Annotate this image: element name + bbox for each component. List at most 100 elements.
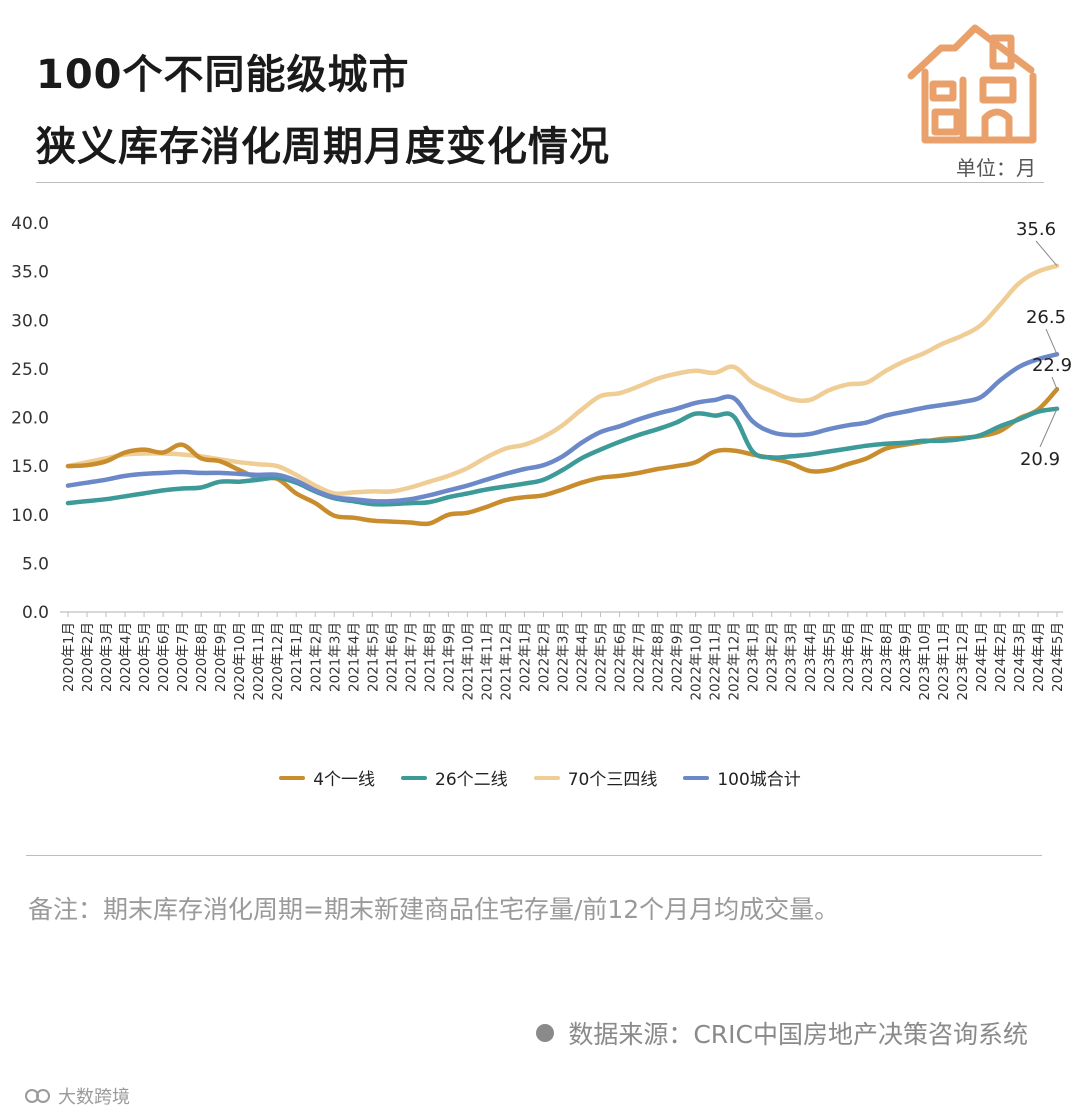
series-line-1 <box>65 406 1060 507</box>
data-source-text: 数据来源：CRIC中国房地产决策咨询系统 <box>568 1020 1028 1049</box>
x-tick-label: 2024年5月 <box>1050 622 1066 692</box>
end-label-0: 22.9 <box>1032 355 1072 376</box>
x-tick-label: 2023年7月 <box>860 622 876 692</box>
legend-label: 70个三四线 <box>567 770 658 790</box>
x-axis: 2020年1月 2020年2月 2020年3月 2020年4月 2020年5月 2020年… <box>60 611 1066 701</box>
x-tick-label: 2023年8月 <box>879 622 895 692</box>
x-tick-label: 2021年5月 <box>365 622 381 692</box>
x-tick-label: 2024年4月 <box>1031 622 1047 692</box>
x-tick-label: 2021年7月 <box>403 622 419 692</box>
x-tick-label: 2020年11月 <box>251 622 267 701</box>
x-tick-label: 2020年5月 <box>137 622 153 692</box>
brand-text: 大数跨境 <box>58 1087 130 1108</box>
x-tick-label: 2022年7月 <box>632 622 648 692</box>
x-tick-label: 2021年9月 <box>441 622 457 692</box>
x-tick-label: 2020年1月 <box>61 622 77 692</box>
x-tick-label: 2024年1月 <box>974 622 990 692</box>
series-lines <box>65 263 1060 527</box>
legend-label: 100城合计 <box>717 770 801 790</box>
brand-watermark: 大数跨境 <box>24 1083 130 1109</box>
end-label-leader <box>1045 328 1058 355</box>
x-tick-label: 2024年2月 <box>993 622 1009 692</box>
series-line-3 <box>65 352 1060 504</box>
x-tick-label: 2023年3月 <box>784 622 800 692</box>
x-tick-label: 2023年10月 <box>917 622 933 701</box>
x-tick-label: 2021年3月 <box>327 622 343 692</box>
end-label-2: 35.6 <box>1016 219 1056 240</box>
end-labels: 35.6 26.5 22.9 20.9 <box>1016 219 1072 470</box>
x-tick-label: 2022年11月 <box>708 622 724 701</box>
x-tick-label: 2022年4月 <box>575 622 591 692</box>
chart-title-line-1: 100个不同能级城市 <box>36 52 410 98</box>
x-tick-label: 2022年8月 <box>651 622 667 692</box>
legend-item: 70个三四线 <box>533 765 658 790</box>
x-tick-label: 2020年8月 <box>194 622 210 692</box>
end-label-3: 26.5 <box>1026 307 1066 328</box>
x-tick-label: 2021年1月 <box>289 622 305 692</box>
x-tick-label: 2022年9月 <box>670 622 686 692</box>
end-label-leader <box>1039 408 1058 448</box>
series-line-2 <box>65 263 1060 497</box>
chart-title-line-2: 狭义库存消化周期月度变化情况 <box>36 124 610 170</box>
series-line-0 <box>65 387 1060 527</box>
end-label-1: 20.9 <box>1020 449 1060 470</box>
x-tick-label: 2020年4月 <box>118 622 134 692</box>
x-tick-label: 2023年1月 <box>746 622 762 692</box>
y-tick-label: 40.0 <box>11 214 49 234</box>
y-tick-label: 0.0 <box>22 603 49 623</box>
legend-swatch <box>279 775 306 780</box>
legend-label: 4个一线 <box>313 770 376 790</box>
x-tick-label: 2020年6月 <box>156 622 172 692</box>
legend-swatch <box>683 775 710 780</box>
house-logo-icon <box>907 24 1037 144</box>
legend-swatch <box>401 775 428 780</box>
x-tick-label: 2020年7月 <box>175 622 191 692</box>
x-tick-label: 2023年2月 <box>765 622 781 692</box>
title-divider <box>36 182 1044 183</box>
x-tick-label: 2020年3月 <box>99 622 115 692</box>
legend-item: 26个二线 <box>401 765 508 790</box>
x-tick-label: 2021年10月 <box>460 622 476 701</box>
end-label-leader <box>1051 376 1058 390</box>
x-tick-label: 2021年4月 <box>346 622 362 692</box>
y-tick-label: 15.0 <box>11 457 49 477</box>
x-tick-label: 2022年12月 <box>727 622 743 701</box>
y-tick-label: 35.0 <box>11 263 49 283</box>
x-tick-label: 2023年11月 <box>936 622 952 701</box>
legend-item: 100城合计 <box>683 765 801 790</box>
x-tick-label: 2023年4月 <box>803 622 819 692</box>
line-chart: 0.0 5.0 10.0 15.0 20.0 25.0 30.0 35.0 40.0 2020年… <box>11 214 1072 701</box>
end-label-leader <box>1035 240 1058 267</box>
x-tick-label: 2023年6月 <box>841 622 857 692</box>
legend-swatch <box>533 775 560 780</box>
x-tick-label: 2024年3月 <box>1012 622 1028 692</box>
x-tick-label: 2020年10月 <box>232 622 248 701</box>
footnote: 备注：期末库存消化周期=期末新建商品住宅存量/前12个月月均成交量。 <box>28 895 840 924</box>
x-tick-label: 2021年2月 <box>308 622 324 692</box>
x-tick-label: 2022年3月 <box>556 622 572 692</box>
brand-logo-icon <box>25 1089 50 1103</box>
bullet-dot-icon <box>536 1024 555 1042</box>
x-tick-label: 2022年1月 <box>517 622 533 692</box>
y-axis: 0.0 5.0 10.0 15.0 20.0 25.0 30.0 35.0 40.0 <box>11 214 49 623</box>
y-tick-label: 30.0 <box>11 311 49 331</box>
unit-label: 单位：月 <box>956 156 1036 180</box>
x-tick-label: 2022年10月 <box>689 622 705 701</box>
x-tick-label: 2021年8月 <box>422 622 438 692</box>
x-tick-label: 2021年12月 <box>498 622 514 701</box>
x-tick-label: 2022年5月 <box>594 622 610 692</box>
footer-divider <box>26 855 1042 856</box>
y-tick-label: 25.0 <box>11 360 49 380</box>
x-tick-label: 2020年9月 <box>213 622 229 692</box>
data-source: 数据来源：CRIC中国房地产决策咨询系统 <box>536 1015 1028 1051</box>
x-tick-label: 2020年12月 <box>270 622 286 701</box>
legend-item: 4个一线 <box>279 765 375 790</box>
x-tick-label: 2022年6月 <box>613 622 629 692</box>
x-tick-label: 2021年11月 <box>479 622 495 701</box>
x-tick-label: 2022年2月 <box>536 622 552 692</box>
x-tick-label: 2023年9月 <box>898 622 914 692</box>
x-tick-label: 2021年6月 <box>384 622 400 692</box>
y-tick-label: 5.0 <box>22 554 49 574</box>
legend-label: 26个二线 <box>435 770 508 790</box>
x-tick-label: 2023年12月 <box>955 622 971 701</box>
